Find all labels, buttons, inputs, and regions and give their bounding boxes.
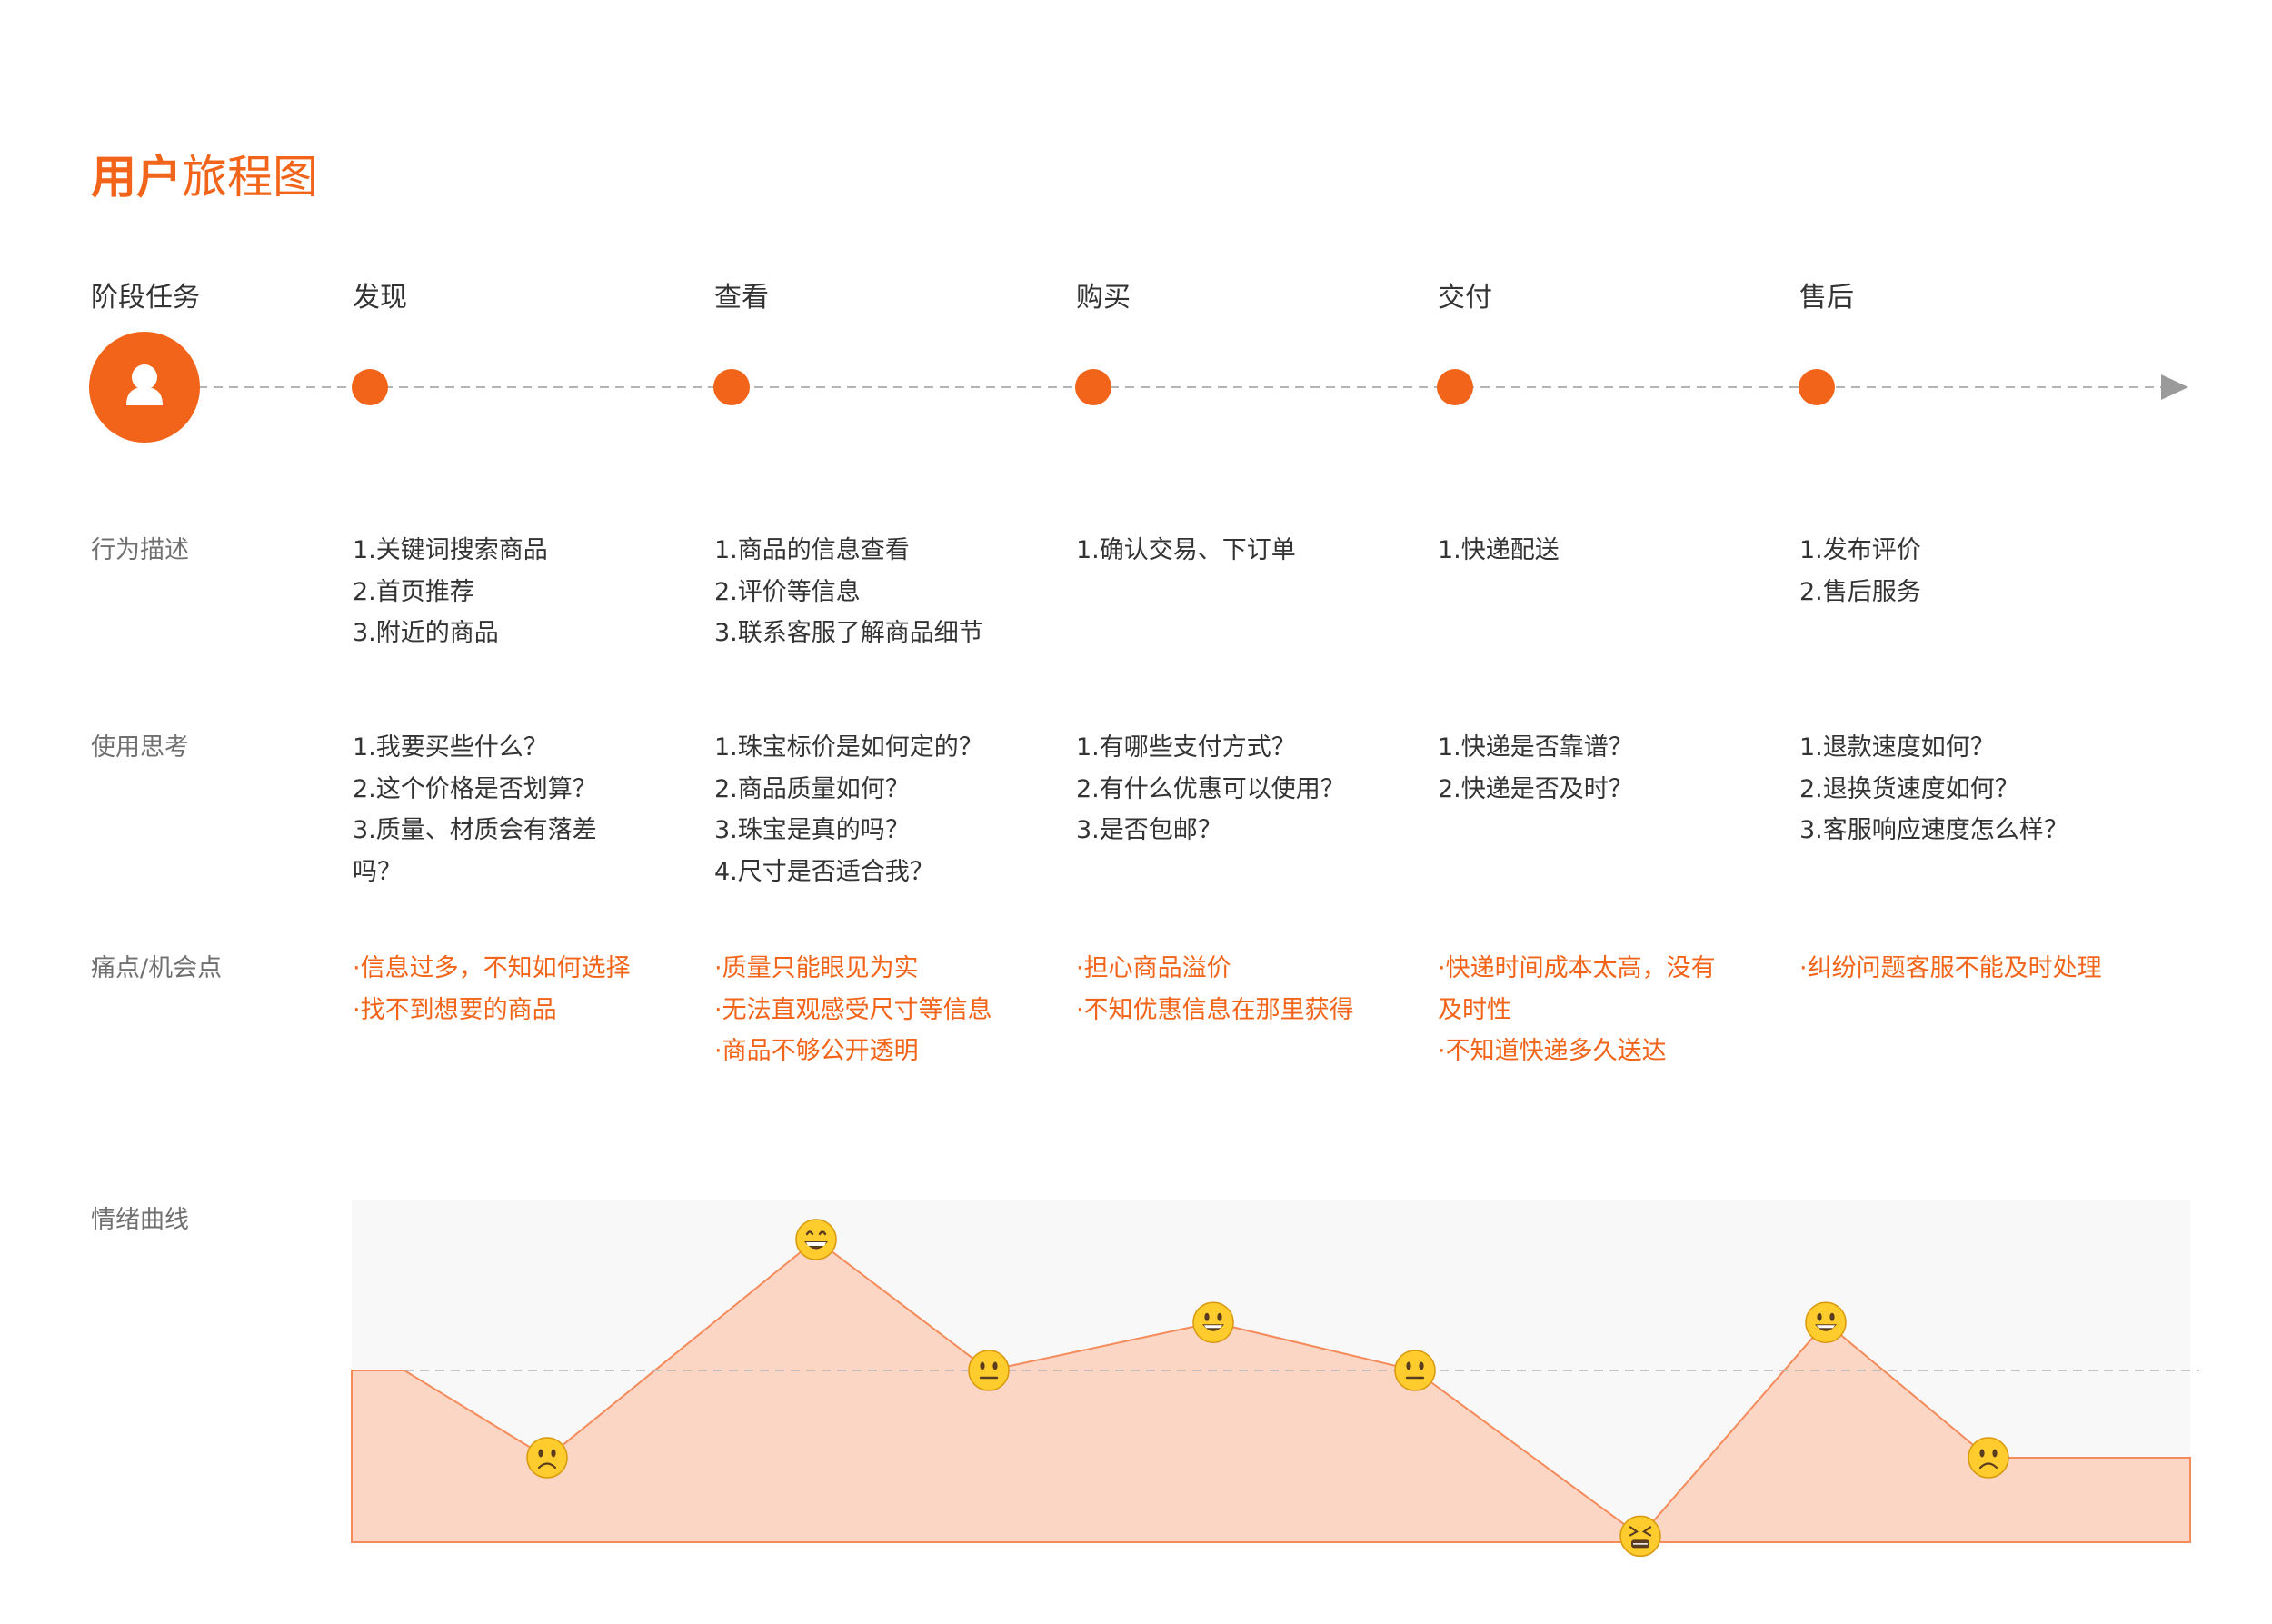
thinking-item: 1.快递是否靠谱？: [1438, 733, 1633, 762]
pain-item: ·不知道快递多久送达: [1438, 1037, 1667, 1065]
page-title: 用户旅程图: [91, 145, 318, 209]
pain-cell-delivery: ·快递时间成本太高，没有及时性 ·不知道快递多久送达: [1438, 948, 1738, 1072]
stage-header-label: 阶段任务: [91, 282, 200, 314]
arrow-right-icon: [2161, 374, 2188, 400]
thinking-item: 4.尺寸是否适合我？: [714, 857, 934, 886]
stage-node-delivery: [1437, 369, 1473, 405]
pain-item: ·找不到想要的商品: [353, 995, 557, 1024]
row-label-thinking: 使用思考: [91, 733, 189, 762]
timeline: [89, 332, 2188, 443]
stage-node-after-sales: [1799, 369, 1835, 405]
emotion-point-smile-icon: [1805, 1301, 1847, 1343]
pain-cell-purchase: ·担心商品溢价 ·不知优惠信息在那里获得: [1076, 948, 1385, 1031]
thinking-item: 3.客服响应速度怎么样？: [1799, 816, 2068, 844]
stage-purchase: 购买: [1076, 282, 1131, 314]
pain-item: ·快递时间成本太高，没有及时性: [1438, 954, 1716, 1024]
behavior-item: 1.确认交易、下订单: [1076, 536, 1296, 564]
stage-node-view: [713, 369, 750, 405]
behavior-cell-view: 1.商品的信息查看 2.评价等信息 3.联系客服了解商品细节: [714, 530, 1023, 654]
thinking-item: 3.珠宝是真的吗？: [714, 816, 910, 844]
thinking-item: 3.质量、材质会有落差吗？: [353, 816, 597, 886]
thinking-item: 1.珠宝标价是如何定的？: [714, 733, 983, 762]
thinking-item: 3.是否包邮？: [1076, 816, 1222, 844]
row-label-pain: 痛点/机会点: [91, 954, 223, 982]
behavior-item: 2.首页推荐: [353, 577, 474, 606]
thinking-item: 1.有哪些支付方式？: [1076, 733, 1296, 762]
thinking-cell-after-sales: 1.退款速度如何？ 2.退换货速度如何？ 3.客服响应速度怎么样？: [1799, 727, 2108, 852]
emotion-point-smile-icon: [1192, 1301, 1234, 1343]
pain-item: ·质量只能眼见为实: [714, 954, 919, 982]
behavior-cell-purchase: 1.确认交易、下订单: [1076, 530, 1385, 572]
thinking-item: 2.退换货速度如何？: [1799, 774, 2019, 803]
stage-view: 查看: [714, 282, 769, 314]
thinking-cell-view: 1.珠宝标价是如何定的？ 2.商品质量如何？ 3.珠宝是真的吗？ 4.尺寸是否适…: [714, 727, 1023, 892]
pain-item: ·担心商品溢价: [1076, 954, 1231, 982]
row-label-emotion: 情绪曲线: [91, 1206, 189, 1234]
title-regular: 旅程图: [182, 151, 318, 204]
stage-node-purchase: [1075, 369, 1111, 405]
thinking-item: 2.这个价格是否划算？: [353, 774, 597, 803]
thinking-item: 2.有什么优惠可以使用？: [1076, 774, 1345, 803]
emotion-point-sad-icon: [1968, 1437, 2009, 1479]
thinking-cell-purchase: 1.有哪些支付方式？ 2.有什么优惠可以使用？ 3.是否包邮？: [1076, 727, 1385, 852]
emotion-point-distressed-icon: [1619, 1515, 1661, 1558]
thinking-item: 1.退款速度如何？: [1799, 733, 1995, 762]
thinking-item: 1.我要买些什么？: [353, 733, 548, 762]
pain-item: ·无法直观感受尺寸等信息: [714, 995, 992, 1024]
pain-item: ·不知优惠信息在那里获得: [1076, 995, 1354, 1024]
behavior-item: 3.联系客服了解商品细节: [714, 619, 983, 647]
pain-cell-view: ·质量只能眼见为实 ·无法直观感受尺寸等信息 ·商品不够公开透明: [714, 948, 1023, 1072]
stage-discover: 发现: [353, 282, 407, 314]
behavior-item: 1.商品的信息查看: [714, 536, 910, 564]
pain-cell-after-sales: ·纠纷问题客服不能及时处理: [1799, 948, 2108, 990]
emotion-point-neutral-icon: [1394, 1350, 1436, 1391]
behavior-item: 1.发布评价: [1799, 536, 1921, 564]
emotion-point-grin-icon: [795, 1219, 837, 1260]
stage-after-sales: 售后: [1799, 282, 1854, 314]
behavior-item: 3.附近的商品: [353, 619, 499, 647]
pain-cell-discover: ·信息过多，不知如何选择 ·找不到想要的商品: [353, 948, 662, 1031]
behavior-item: 1.关键词搜索商品: [353, 536, 548, 564]
title-bold: 用户: [91, 151, 182, 204]
thinking-item: 2.快递是否及时？: [1438, 774, 1633, 803]
emotion-area: [351, 1238, 2191, 1543]
pain-item: ·商品不够公开透明: [714, 1037, 919, 1065]
behavior-cell-delivery: 1.快递配送: [1438, 530, 1747, 572]
stage-delivery: 交付: [1438, 282, 1492, 314]
pain-item: ·纠纷问题客服不能及时处理: [1799, 954, 2102, 982]
thinking-item: 2.商品质量如何？: [714, 774, 910, 803]
user-avatar-icon: [126, 364, 163, 405]
behavior-item: 2.评价等信息: [714, 577, 861, 606]
emotion-point-neutral-icon: [968, 1350, 1010, 1391]
emotion-point-sad-icon: [526, 1437, 568, 1479]
behavior-item: 2.售后服务: [1799, 577, 1921, 606]
behavior-cell-discover: 1.关键词搜索商品 2.首页推荐 3.附近的商品: [353, 530, 662, 654]
stage-node-discover: [352, 369, 388, 405]
row-label-behavior: 行为描述: [91, 536, 189, 564]
thinking-cell-discover: 1.我要买些什么？ 2.这个价格是否划算？ 3.质量、材质会有落差吗？: [353, 727, 616, 892]
pain-item: ·信息过多，不知如何选择: [353, 954, 631, 982]
behavior-cell-after-sales: 1.发布评价 2.售后服务: [1799, 530, 2108, 613]
thinking-cell-delivery: 1.快递是否靠谱？ 2.快递是否及时？: [1438, 727, 1747, 810]
behavior-item: 1.快递配送: [1438, 536, 1560, 564]
